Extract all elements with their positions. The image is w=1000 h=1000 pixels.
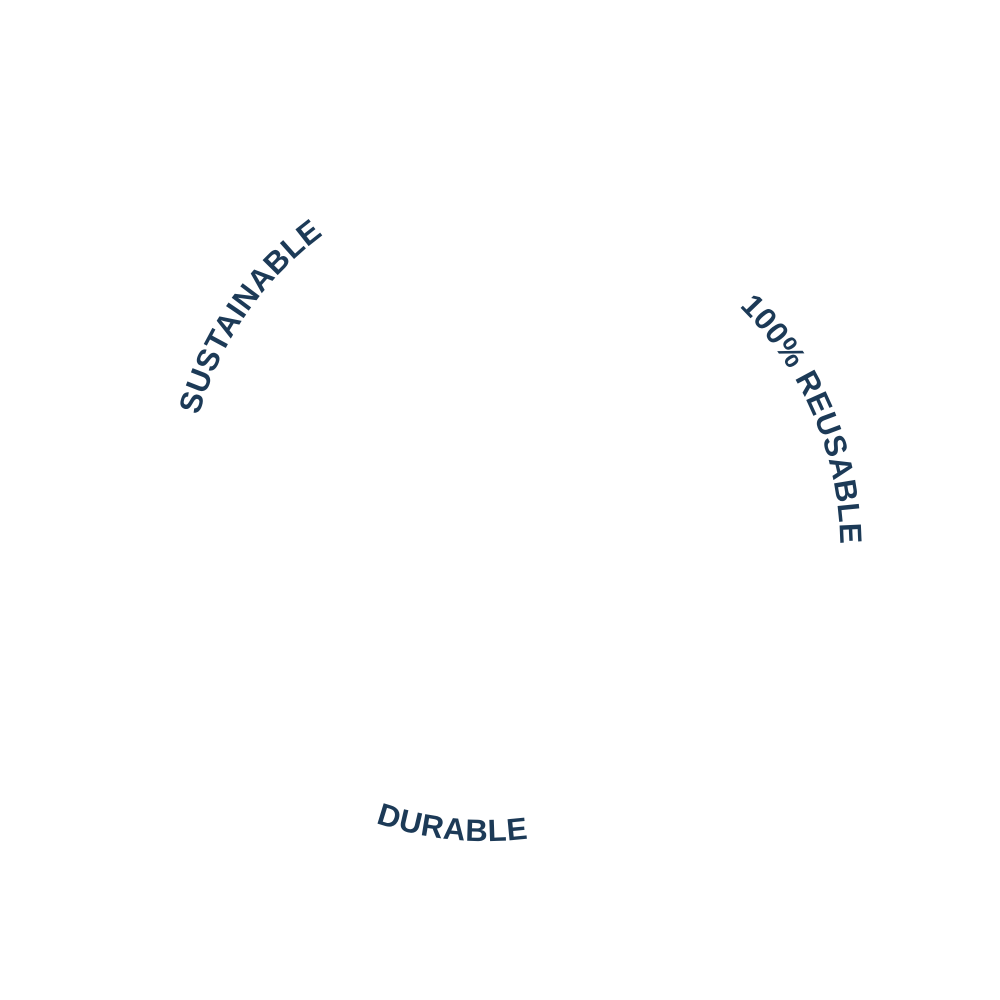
reusable-label-text: 100% REUSABLE: [734, 287, 868, 545]
sustainable-label: SUSTAINABLE: [172, 212, 328, 417]
sustainable-label-text: SUSTAINABLE: [172, 212, 328, 417]
reusable-label: 100% REUSABLE: [734, 287, 868, 545]
durable-label-text: DURABLE: [373, 796, 528, 848]
durable-label: DURABLE: [373, 796, 529, 848]
